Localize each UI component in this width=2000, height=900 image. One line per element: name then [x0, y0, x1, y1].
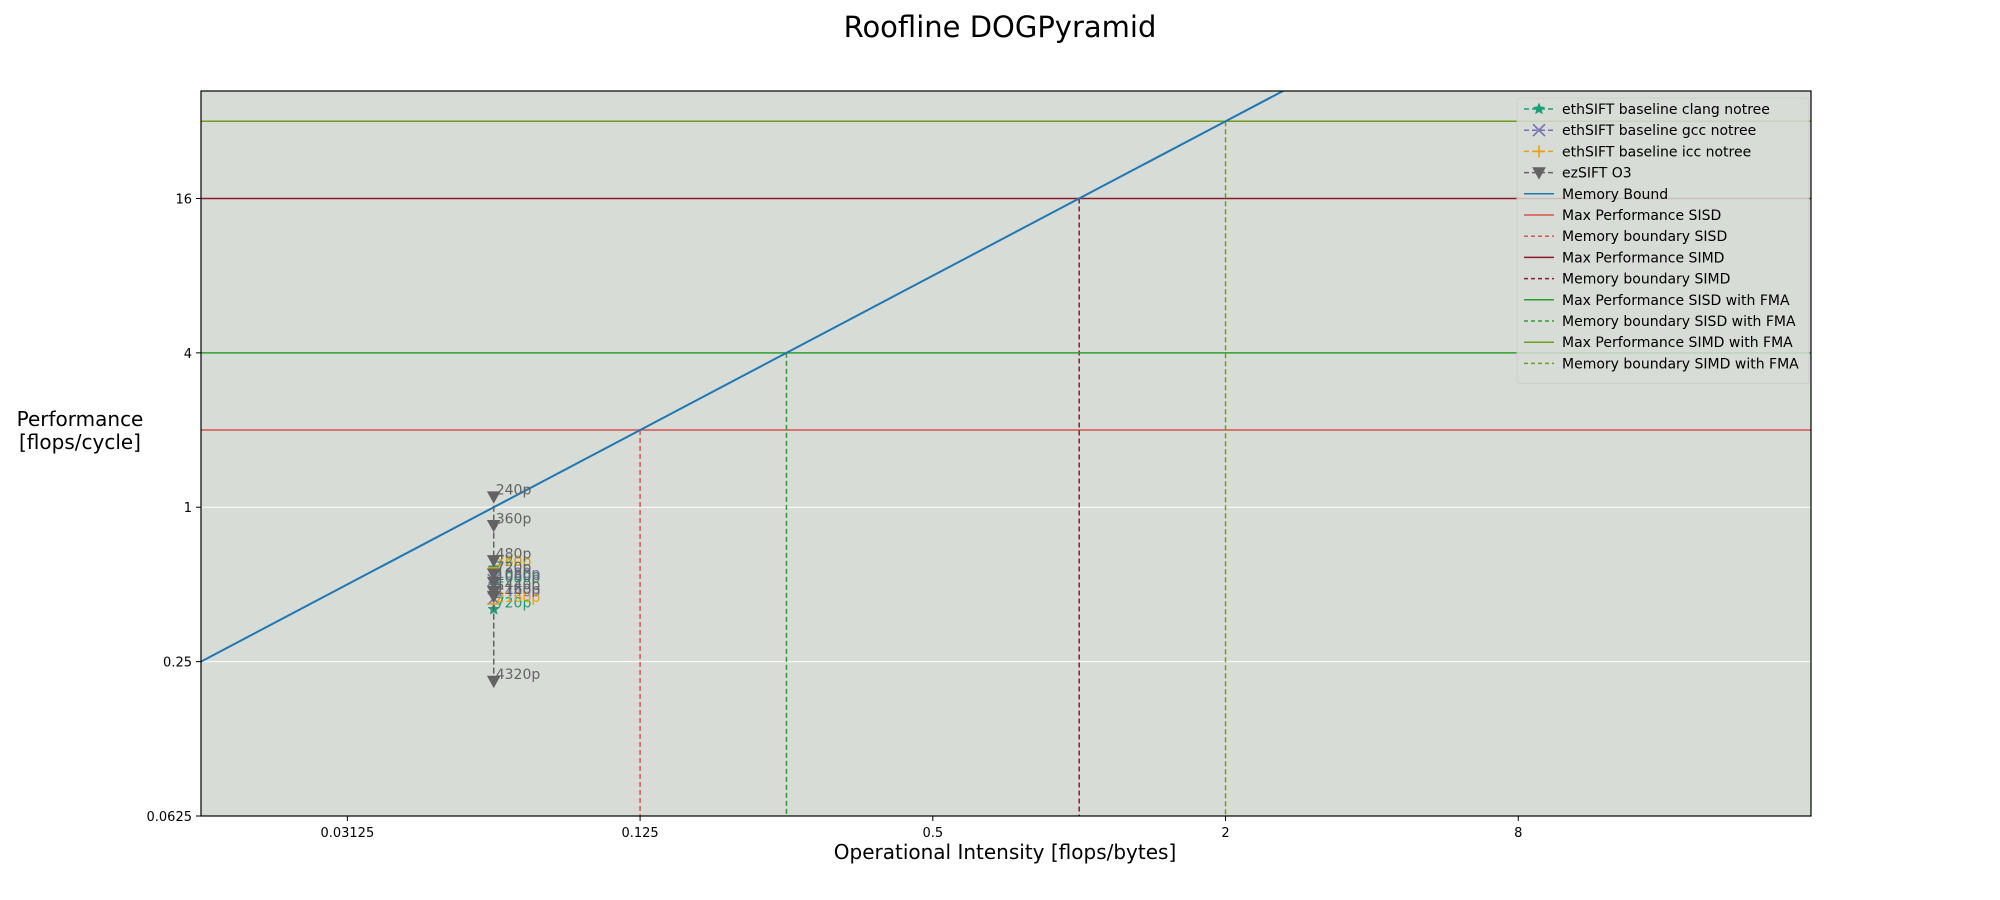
data-point-ezsift-o3-4 [486, 576, 501, 590]
data-label-ezsift-o3-0: 240p [496, 483, 532, 499]
data-point-ezsift-o3-7 [486, 675, 501, 689]
data-label-ezsift-o3-3: 720p [496, 560, 532, 576]
data-label-ezsift-o3-2: 480p [496, 546, 532, 562]
data-label-ethsift-baseline-gcc-notree-0: 1080p [496, 566, 541, 582]
legend-label-memory-boundary-sisd-with-fma: Memory boundary SISD with FMA [1562, 314, 1796, 330]
legend-item-memory-bound: Memory Bound [1524, 187, 1668, 203]
data-label-ezsift-o3-5: 1440p [496, 577, 541, 593]
data-point-ezsift-o3-0 [486, 491, 501, 504]
chart-title: Roofline DOGPyramid [843, 10, 1157, 44]
y-tick-label-1: 1 [184, 501, 192, 516]
y-tick-label-0-0625: 0.0625 [147, 810, 193, 825]
legend-label-memory-boundary-sisd: Memory boundary SISD [1562, 229, 1727, 245]
legend-label-ethsift-baseline-clang-notree: ethSIFT baseline clang notree [1562, 102, 1770, 118]
data-point-ezsift-o3-1 [486, 520, 501, 533]
legend: ethSIFT baseline clang notree ethSIFT bas… [1516, 97, 1810, 385]
legend-label-max-performance-simd-with-fma: Max Performance SIMD with FMA [1562, 335, 1793, 351]
data-label-ezsift-o3-4: 1080p [496, 568, 541, 584]
legend-marker-ethsift-baseline-icc-notree [1533, 145, 1545, 158]
legend-label-max-performance-simd: Max Performance SIMD [1562, 250, 1724, 266]
legend-box [1516, 97, 1810, 385]
data-label-ethsift-baseline-clang-notree-1: 1080p [496, 570, 541, 586]
plot-frame [200, 90, 1812, 817]
legend-label-ethsift-baseline-gcc-notree: ethSIFT baseline gcc notree [1562, 123, 1756, 139]
data-label-ethsift-baseline-clang-notree-2: 720p [496, 595, 532, 611]
legend-item-max-performance-sisd: Max Performance SISD [1524, 208, 1721, 224]
y-tick-label-0-25: 0.25 [163, 656, 192, 671]
legend-item-ethsift-baseline-icc-notree: ethSIFT baseline icc notree [1524, 144, 1751, 160]
x-tick-label-8: 8 [1514, 826, 1522, 841]
legend-label-max-performance-sisd: Max Performance SISD [1562, 208, 1721, 224]
x-tick-label-0-125: 0.125 [621, 826, 658, 841]
data-label-ezsift-o3-6: 2160p [496, 582, 541, 598]
legend-marker-ezsift-o3 [1532, 167, 1546, 180]
memory-bound-line [201, 91, 1286, 663]
data-point-ezsift-o3-3 [486, 568, 501, 581]
x-tick-label-0-03125: 0.03125 [320, 826, 374, 841]
data-label-ethsift-baseline-icc-notree-0: 360p [496, 554, 532, 570]
y-axis-label-line-2: [flops/cycle] [19, 430, 141, 454]
legend-marker-ethsift-baseline-clang-notree [1532, 102, 1546, 115]
x-tick-label-0-5: 0.5 [922, 826, 943, 841]
data-point-ezsift-o3-6 [486, 590, 501, 604]
axes: 0.03125 0.125 0.5 2 8 0.0625 0.25 1 4 16 [147, 90, 1812, 841]
legend-item-memory-boundary-sisd: Memory boundary SISD [1524, 229, 1727, 245]
y-tick-label-4: 4 [184, 347, 192, 362]
y-axis-label: Performance [flops/cycle] [0, 408, 160, 454]
data-points: 720p1080p720p1080p1440p360p2160p240p360p… [486, 483, 541, 689]
data-label-ezsift-o3-7: 4320p [496, 667, 541, 683]
y-axis-label-line-1: Performance [16, 407, 144, 431]
legend-label-memory-bound: Memory Bound [1562, 187, 1668, 203]
data-label-ezsift-o3-1: 360p [496, 511, 532, 527]
legend-item-ethsift-baseline-gcc-notree: ethSIFT baseline gcc notree [1524, 123, 1756, 139]
data-point-ezsift-o3-2 [486, 555, 501, 568]
legend-item-max-performance-simd-with-fma: Max Performance SIMD with FMA [1524, 335, 1793, 351]
legend-label-memory-boundary-simd-with-fma: Memory boundary SIMD with FMA [1562, 356, 1799, 372]
legend-label-ethsift-baseline-icc-notree: ethSIFT baseline icc notree [1562, 144, 1751, 160]
data-label-ethsift-baseline-icc-notree-1: 2160p [496, 590, 541, 606]
legend-label-max-performance-sisd-with-fma: Max Performance SISD with FMA [1562, 293, 1790, 309]
data-label-ethsift-baseline-clang-notree-0: 720p [496, 554, 532, 570]
x-tick-label-2: 2 [1221, 826, 1229, 841]
legend-item-max-performance-sisd-with-fma: Max Performance SISD with FMA [1524, 293, 1790, 309]
legend-label-ezsift-o3: ezSIFT O3 [1562, 166, 1632, 182]
legend-label-memory-boundary-simd: Memory boundary SIMD [1562, 272, 1730, 288]
legend-marker-ethsift-baseline-gcc-notree [1532, 123, 1546, 137]
legend-item-ethsift-baseline-clang-notree: ethSIFT baseline clang notree [1524, 102, 1770, 118]
x-axis-label: Operational Intensity [flops/bytes] [833, 840, 1177, 864]
legend-item-ezsift-o3: ezSIFT O3 [1524, 166, 1632, 182]
legend-item-memory-boundary-simd-with-fma: Memory boundary SIMD with FMA [1524, 356, 1799, 372]
data-label-ethsift-baseline-gcc-notree-1: 1440p [496, 585, 541, 601]
legend-item-memory-boundary-simd: Memory boundary SIMD [1524, 272, 1730, 288]
y-tick-label-16: 16 [175, 192, 192, 207]
legend-item-max-performance-simd: Max Performance SIMD [1524, 250, 1724, 266]
legend-item-memory-boundary-sisd-with-fma: Memory boundary SISD with FMA [1524, 314, 1796, 330]
